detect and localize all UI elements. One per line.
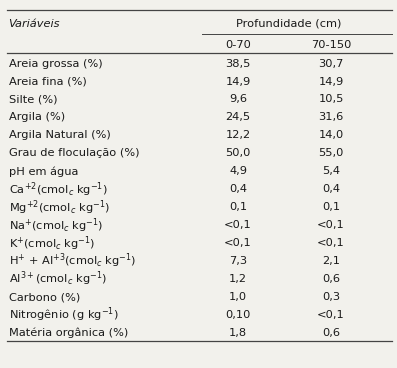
Text: 0,1: 0,1: [229, 202, 247, 212]
Text: Silte (%): Silte (%): [9, 95, 57, 105]
Text: 1,8: 1,8: [229, 328, 247, 338]
Text: 0,10: 0,10: [225, 310, 251, 320]
Text: 7,3: 7,3: [229, 256, 247, 266]
Text: 14,9: 14,9: [318, 77, 344, 86]
Text: 0,4: 0,4: [229, 184, 247, 194]
Text: Matéria orgânica (%): Matéria orgânica (%): [9, 328, 128, 338]
Text: Areia fina (%): Areia fina (%): [9, 77, 87, 86]
Text: H$^{+}$ + Al$^{+3}$(cmol$_c$ kg$^{-1}$): H$^{+}$ + Al$^{+3}$(cmol$_c$ kg$^{-1}$): [9, 252, 136, 270]
Text: 0,4: 0,4: [322, 184, 340, 194]
Text: 1,0: 1,0: [229, 292, 247, 302]
Text: Al$^{3+}$(cmol$_c$ kg$^{-1}$): Al$^{3+}$(cmol$_c$ kg$^{-1}$): [9, 270, 106, 289]
Text: Mg$^{+2}$(cmol$_c$ kg$^{-1}$): Mg$^{+2}$(cmol$_c$ kg$^{-1}$): [9, 198, 110, 217]
Text: K$^{+}$(cmol$_c$ kg$^{-1}$): K$^{+}$(cmol$_c$ kg$^{-1}$): [9, 234, 95, 252]
Text: 0-70: 0-70: [225, 39, 251, 50]
Text: Profundidade (cm): Profundidade (cm): [236, 19, 341, 29]
Text: 2,1: 2,1: [322, 256, 340, 266]
Text: Argila (%): Argila (%): [9, 113, 65, 123]
Text: 0,3: 0,3: [322, 292, 340, 302]
Text: <0,1: <0,1: [224, 238, 252, 248]
Text: <0,1: <0,1: [317, 220, 345, 230]
Text: 9,6: 9,6: [229, 95, 247, 105]
Text: 24,5: 24,5: [225, 113, 251, 123]
Text: 70-150: 70-150: [311, 39, 351, 50]
Text: Ca$^{+2}$(cmol$_c$ kg$^{-1}$): Ca$^{+2}$(cmol$_c$ kg$^{-1}$): [9, 180, 107, 199]
Text: 5,4: 5,4: [322, 166, 340, 176]
Text: pH em água: pH em água: [9, 166, 78, 177]
Text: 0,6: 0,6: [322, 274, 340, 284]
Text: Carbono (%): Carbono (%): [9, 292, 80, 302]
Text: 12,2: 12,2: [225, 130, 251, 141]
Text: Grau de floculação (%): Grau de floculação (%): [9, 148, 139, 158]
Text: 38,5: 38,5: [225, 59, 251, 68]
Text: Variáveis: Variáveis: [9, 19, 60, 29]
Text: <0,1: <0,1: [224, 220, 252, 230]
Text: Argila Natural (%): Argila Natural (%): [9, 130, 110, 141]
Text: 14,9: 14,9: [225, 77, 251, 86]
Text: 30,7: 30,7: [318, 59, 344, 68]
Text: Na$^{+}$(cmol$_c$ kg$^{-1}$): Na$^{+}$(cmol$_c$ kg$^{-1}$): [9, 216, 103, 234]
Text: 0,6: 0,6: [322, 328, 340, 338]
Text: Nitrogênio (g kg$^{-1}$): Nitrogênio (g kg$^{-1}$): [9, 306, 118, 324]
Text: 14,0: 14,0: [318, 130, 344, 141]
Text: 10,5: 10,5: [318, 95, 344, 105]
Text: 4,9: 4,9: [229, 166, 247, 176]
Text: 55,0: 55,0: [318, 148, 344, 158]
Text: 31,6: 31,6: [318, 113, 344, 123]
Text: Areia grossa (%): Areia grossa (%): [9, 59, 102, 68]
Text: <0,1: <0,1: [317, 238, 345, 248]
Text: 50,0: 50,0: [225, 148, 251, 158]
Text: 1,2: 1,2: [229, 274, 247, 284]
Text: <0,1: <0,1: [317, 310, 345, 320]
Text: 0,1: 0,1: [322, 202, 340, 212]
